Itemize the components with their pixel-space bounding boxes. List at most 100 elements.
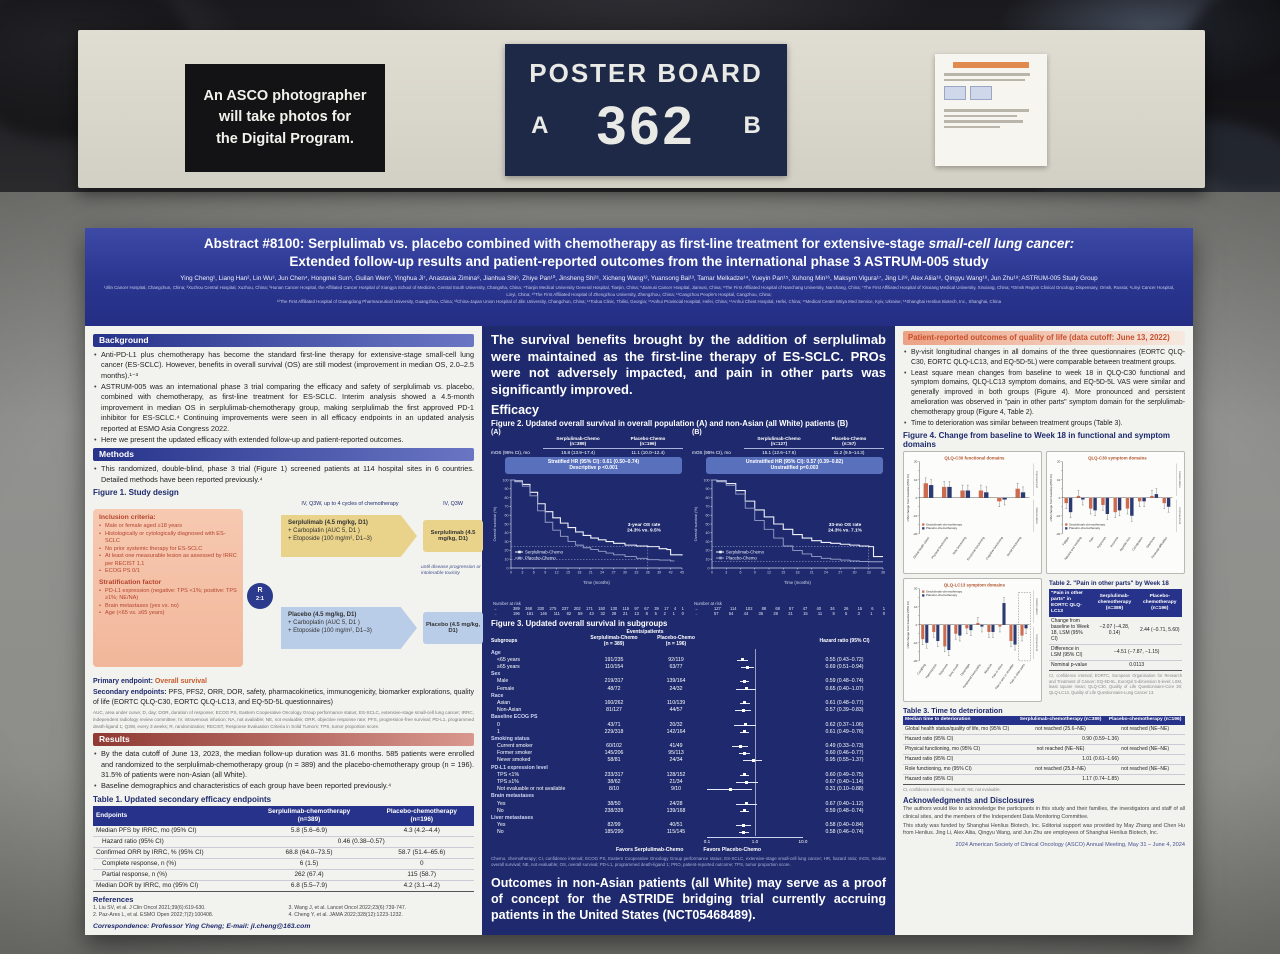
forest-row: Yes 82/99 40/51 0.58 (0.40–0.84) <box>491 822 886 829</box>
figure-abbreviations: Chemo, chemotherapy; CI, confidence inte… <box>491 855 886 868</box>
placebo-maintenance-box: Placebo (4.5 mg/kg, D1) <box>423 611 483 644</box>
table-header-cell: Placebo-chemotherapy (n=196) <box>1105 715 1185 725</box>
events-serplulimab: 160/262 <box>604 699 624 706</box>
table3-abbreviations: CI, confidence interval; mo, month; NE, … <box>903 786 1001 792</box>
km-panel: (B) Serplulimab-Chemo (n=127) Placebo-Chem… <box>692 429 887 617</box>
events-serplulimab: 60/102 <box>606 743 622 750</box>
risk-count: 57 <box>789 605 794 611</box>
reference-item: 4. Cheng Y, et al. JAMA 2022;328(12):122… <box>288 912 403 919</box>
subgroup-category: PD-L1 expression level <box>491 764 548 771</box>
efficacy-section-label: Efficacy <box>491 402 539 417</box>
svg-text:Serplulimab-Chemo: Serplulimab-Chemo <box>525 549 564 554</box>
events-placebo: 40/51 <box>669 822 683 829</box>
svg-text:3: 3 <box>725 570 727 574</box>
svg-text:Diarrhoea: Diarrhoea <box>1145 536 1156 549</box>
svg-text:Haemoptysis: Haemoptysis <box>925 663 938 680</box>
risk-count: 82 <box>566 611 572 617</box>
svg-text:Time (months): Time (months) <box>784 580 811 585</box>
bullet: Baseline demographics and characteristic… <box>93 781 474 792</box>
svg-text:70: 70 <box>706 504 710 508</box>
svg-text:Global health status: Global health status <box>912 536 930 560</box>
events-placebo: 110/139 <box>666 699 686 706</box>
risk-row-marker: → <box>694 605 699 611</box>
row-label: Role functioning, mo (95% CI) <box>903 764 1016 775</box>
risk-count: 1 <box>882 605 885 611</box>
row-value: 4.2 (3.1–4.2) <box>369 880 474 892</box>
svg-text:30: 30 <box>505 539 509 543</box>
table-header-cell: Serplulimab-chemotherapy (n=389) <box>1015 715 1106 725</box>
inclusion-item: Histologically or cytologically diagnose… <box>99 531 237 546</box>
hazard-ratio-value: 0.58 (0.46–0.74) <box>825 829 864 836</box>
group-column-header: Serplulimab-Chemo (n=127) <box>744 436 814 449</box>
risk-count: 130 <box>610 605 618 611</box>
svg-text:Dyspnoea: Dyspnoea <box>938 663 949 676</box>
svg-text:12: 12 <box>555 570 559 574</box>
row-value: 1.01 (0.61–1.66) <box>1015 754 1185 765</box>
number-at-risk-table: Number at risk → 127 114 102 88 68 57 47 40 34 26 15… <box>694 601 887 617</box>
forest-row: <65 years 191/235 92/119 0.55 (0.43–0.72) <box>491 656 886 663</box>
hazard-ratio-value: 0.49 (0.33–0.73) <box>825 743 864 750</box>
svg-text:Improvement: Improvement <box>1035 472 1039 489</box>
figure3-caption: Figure 3. Updated overall survival in su… <box>491 618 668 628</box>
bar-chart: QLQ-C30 symptom domains -20 -10 0 10 20 LSM ch… <box>1049 456 1182 561</box>
events-serplulimab: 8/10 <box>608 786 620 793</box>
svg-text:30: 30 <box>853 570 857 574</box>
mos-value: 11.1 (10.0–12.4) <box>631 449 665 455</box>
svg-text:-10: -10 <box>1056 514 1061 518</box>
inclusion-item: At least one measurable lesion as assess… <box>99 553 237 568</box>
references-title: References <box>93 894 134 904</box>
bar-chart: QLQ-C30 functional domains -20 -10 0 10 20 LSM… <box>906 456 1039 562</box>
risk-count: 202 <box>573 605 581 611</box>
risk-count: 146 <box>540 611 547 617</box>
qlq-c30-functional-chart: QLQ-C30 functional domains -20 -10 0 10 20 LSM… <box>903 451 1042 575</box>
svg-text:Alopecia: Alopecia <box>983 663 993 675</box>
row-value: not reached (NE–NE) <box>1015 744 1106 755</box>
events-serplulimab: 145/206 <box>604 750 624 757</box>
svg-text:Dyspnoea: Dyspnoea <box>1096 536 1107 549</box>
svg-text:-20: -20 <box>1056 532 1061 536</box>
table-header-cell: Serplulimab-chemotherapy (n=389) <box>248 805 370 826</box>
bullet: By-visit longitudinal changes in all dom… <box>903 348 1185 368</box>
figure2-caption: Figure 2. Updated overall survival in ov… <box>491 418 848 428</box>
randomization-circle: R 2:1 <box>247 582 273 609</box>
km-panel: (A) Serplulimab-Chemo (n=389) Placebo-Chem… <box>491 429 686 617</box>
svg-text:Constipation: Constipation <box>1131 536 1144 552</box>
events-serplulimab: 38/50 <box>607 800 621 807</box>
svg-text:20: 20 <box>1057 460 1061 464</box>
svg-text:0: 0 <box>1059 496 1061 500</box>
mos-label: mOS (95% CI), mo <box>692 449 731 455</box>
svg-text:LSM change from baseline (95%: LSM change from baseline (95% CI) <box>1049 474 1053 521</box>
table3-caption: Table 3. Time to deterioration <box>903 705 1003 715</box>
svg-text:QLQ-LC13 symptom domains: QLQ-LC13 symptom domains <box>944 583 1006 588</box>
forest-col1-header: Serplulimab-Chemo (n = 389) <box>590 634 638 647</box>
row-value: 68.8 (64.0–73.5) <box>248 847 370 859</box>
board-number: 362 <box>596 96 696 156</box>
bar-chart: QLQ-LC13 symptom domains -20 -10 0 10 20 LSM c… <box>906 583 1039 690</box>
stratification-item: Brain metastases (yes vs. no) <box>99 603 237 611</box>
mos-label: mOS (95% CI), mo <box>491 449 530 455</box>
risk-count: 0 <box>681 611 684 617</box>
section-header-pro: Patient-reported outcomes of quality of … <box>903 331 1185 345</box>
hazard-ratio-value: 0.67 (0.40–1.12) <box>825 800 864 807</box>
events-serplulimab: 238/339 <box>604 807 624 814</box>
km-header-table: Serplulimab-Chemo (n=389) Placebo-Chemo (… <box>491 436 686 456</box>
risk-row-marker: → <box>493 611 498 617</box>
row-label: Complete response, n (%) <box>93 858 249 870</box>
forest-ci <box>707 771 803 778</box>
events-placebo: 142/164 <box>666 728 686 735</box>
figure1-abbreviations: AUC, area under curve; D, day; DOR, dura… <box>93 710 474 729</box>
svg-text:Emotional functioning: Emotional functioning <box>966 536 986 562</box>
svg-text:24: 24 <box>600 570 604 574</box>
risk-count: 5 <box>845 611 848 617</box>
row-value: 0 <box>369 858 474 870</box>
events-serplulimab: 58/81 <box>607 757 621 764</box>
hazard-ratio-value: 0.95 (0.55–1.37) <box>825 757 864 764</box>
axis-tick: 0.1 <box>703 838 711 844</box>
row-label: Median DOR by IRRC, mo (95% CI) <box>93 880 249 892</box>
right-column: Patient-reported outcomes of quality of … <box>895 326 1193 935</box>
inclusion-item: No prior systemic therapy for ES-SCLC <box>99 546 237 554</box>
group-column-header: Placebo-Chemo (n=196) <box>613 436 683 449</box>
table-row: Nominal p-value 0.0113 <box>1049 660 1182 671</box>
events-placebo: 128/152 <box>666 771 686 778</box>
